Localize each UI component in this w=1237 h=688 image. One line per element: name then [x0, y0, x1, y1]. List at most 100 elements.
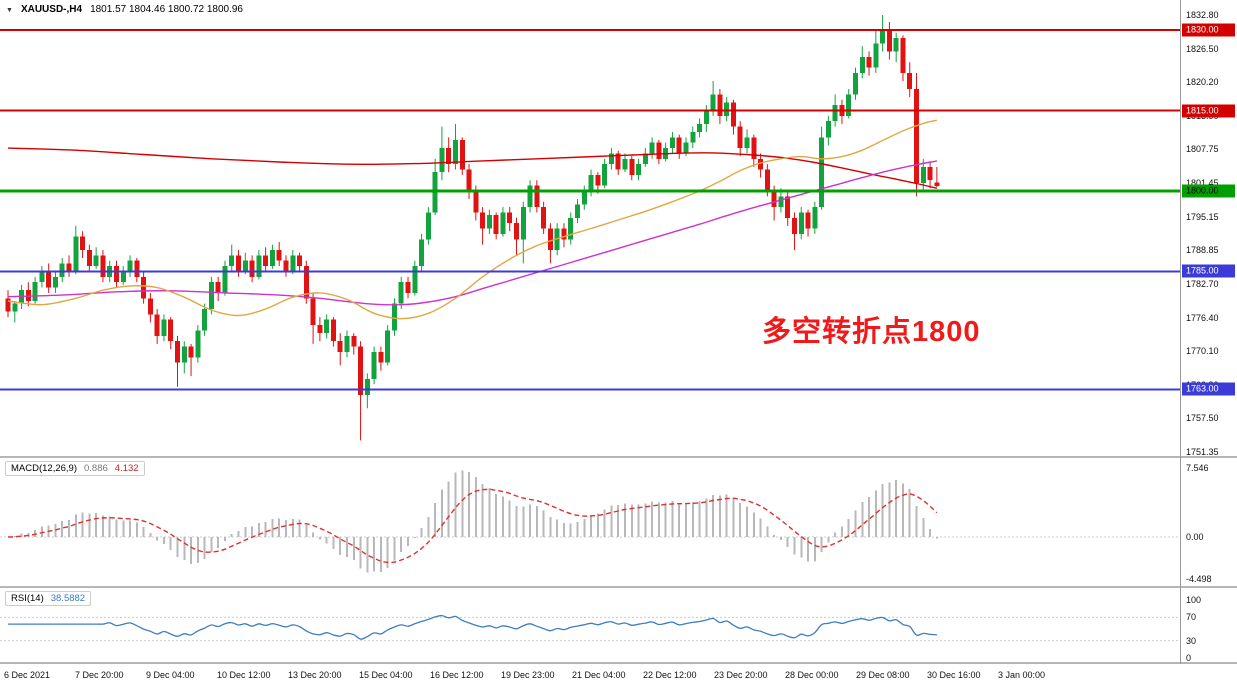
candle	[541, 201, 547, 234]
annotation-text: 多空转折点1800	[762, 316, 981, 348]
axis-divider	[1180, 0, 1181, 664]
price-axis[interactable]: 1832.801826.501820.201813.901807.751801.…	[1181, 0, 1237, 457]
price-badge-1800.00: 1800.00	[1182, 184, 1235, 198]
candle	[86, 244, 92, 272]
candle	[66, 255, 72, 277]
candle	[385, 325, 391, 366]
rsi-chart-svg[interactable]	[0, 588, 1180, 662]
candle	[703, 105, 709, 132]
candle	[208, 276, 214, 315]
candle	[93, 247, 99, 269]
candle	[676, 134, 682, 159]
macd-signal-value: 4.132	[114, 463, 139, 474]
panel-separator[interactable]	[0, 662, 1237, 664]
rsi-panel[interactable]: RSI(14) 38.5882	[0, 588, 1180, 662]
time-axis-label: 16 Dec 12:00	[430, 670, 484, 680]
candle	[846, 89, 852, 119]
candle	[256, 249, 262, 280]
rsi-axis-100: 100	[1186, 595, 1202, 605]
macd-axis-zero: 0.00	[1186, 532, 1204, 542]
time-axis-label: 13 Dec 20:00	[288, 670, 342, 680]
price-chart-panel[interactable]: ▼ XAUUSD-,H4 1801.57 1804.46 1800.72 180…	[0, 0, 1180, 456]
candle	[446, 137, 452, 173]
time-axis-label: 3 Jan 00:00	[998, 670, 1046, 680]
candle	[791, 212, 797, 250]
ma-fast-orange	[7, 119, 938, 320]
time-axis-label: 9 Dec 04:00	[146, 670, 195, 680]
candle	[866, 51, 872, 76]
candle	[663, 142, 669, 162]
candle	[859, 46, 865, 79]
candle	[798, 207, 804, 240]
price-axis-tick: 1832.80	[1186, 10, 1219, 20]
price-axis-tick: 1820.20	[1186, 77, 1219, 88]
chart-title: ▼ XAUUSD-,H4 1801.57 1804.46 1800.72 180…	[6, 4, 243, 15]
candle	[46, 263, 52, 293]
candle	[669, 131, 675, 154]
candle	[514, 217, 519, 256]
candle	[581, 185, 587, 210]
candle	[439, 126, 445, 181]
candle	[161, 314, 167, 342]
macd-panel[interactable]: MACD(12,26,9) 0.886 4.132	[0, 458, 1180, 586]
time-axis-label: 10 Dec 12:00	[217, 670, 271, 680]
time-axis[interactable]: 6 Dec 2021 7 Dec 20:00 9 Dec 04:00 10 Dec 1…	[0, 664, 1237, 688]
candle	[80, 231, 86, 259]
candle	[500, 207, 506, 237]
time-axis-label: 29 Dec 08:00	[856, 670, 910, 680]
price-chart-svg[interactable]	[0, 0, 1180, 456]
candle	[622, 153, 628, 173]
ma-slow-red	[7, 147, 938, 189]
macd-label: MACD(12,26,9)	[11, 463, 77, 474]
candle	[141, 271, 147, 304]
price-axis-tick: 1757.50	[1186, 413, 1219, 424]
time-axis-label: 6 Dec 2021	[4, 670, 51, 680]
candle	[324, 314, 330, 339]
candle	[480, 207, 486, 245]
candle	[886, 21, 892, 60]
candle	[459, 137, 465, 175]
macd-chart-svg[interactable]	[0, 458, 1180, 586]
candle	[222, 260, 228, 296]
macd-axis[interactable]: 7.546 0.00 -4.498	[1181, 458, 1237, 586]
macd-axis-max: 7.546	[1186, 463, 1209, 473]
candle	[113, 260, 119, 288]
price-badge-1785.00: 1785.00	[1182, 264, 1235, 278]
candle	[642, 148, 648, 167]
candle	[337, 333, 343, 366]
price-axis-tick: 1801.45	[1186, 178, 1219, 189]
candle	[358, 341, 364, 441]
rsi-axis-30: 30	[1186, 636, 1197, 646]
candle	[629, 156, 635, 181]
candle	[568, 212, 574, 245]
candle	[12, 300, 18, 323]
time-axis-label: 7 Dec 20:00	[75, 670, 124, 680]
panel-separator[interactable]	[0, 586, 1237, 588]
rsi-axis[interactable]: 100 70 30 0	[1181, 588, 1237, 663]
collapse-triangle-icon[interactable]: ▼	[6, 7, 13, 14]
candle	[900, 35, 906, 81]
candle	[297, 252, 303, 272]
candle	[744, 129, 750, 154]
candle	[758, 153, 764, 178]
candle	[520, 201, 526, 264]
candle	[290, 249, 296, 275]
rsi-value: 38.5882	[50, 593, 86, 604]
price-axis-tick: 1751.35	[1186, 447, 1219, 457]
candle	[527, 180, 533, 213]
candle	[602, 158, 608, 189]
candle	[398, 276, 404, 310]
candle	[263, 247, 269, 272]
price-axis-tick: 1807.75	[1186, 144, 1219, 155]
candle	[215, 276, 221, 301]
candle	[534, 180, 540, 213]
candle	[371, 346, 377, 385]
panel-separator[interactable]	[0, 456, 1237, 458]
candle	[615, 150, 621, 175]
candle	[405, 276, 411, 299]
candle	[656, 140, 662, 165]
candle	[730, 99, 736, 135]
candle	[547, 223, 553, 264]
time-axis-label: 23 Dec 20:00	[714, 670, 768, 680]
